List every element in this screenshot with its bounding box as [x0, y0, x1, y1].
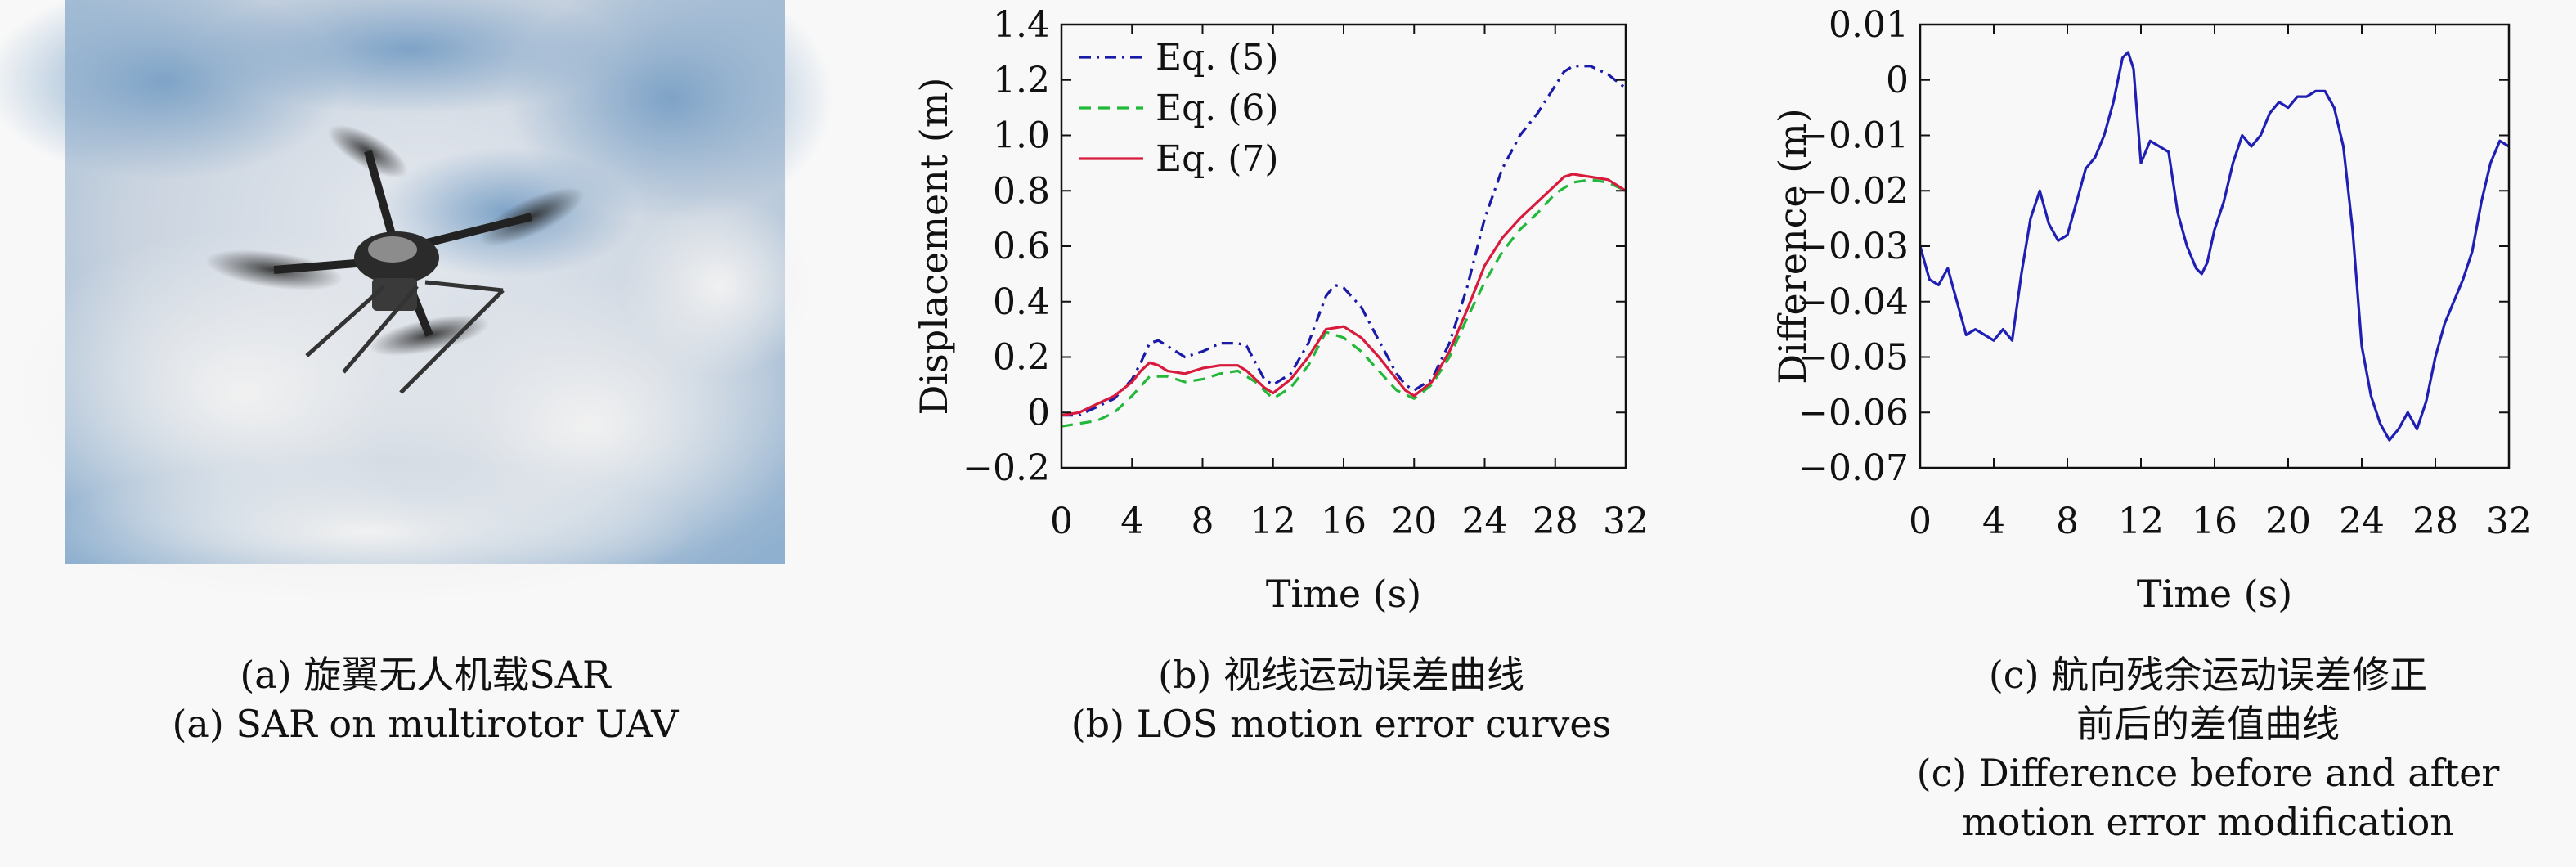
y-tick-label: 0.8: [993, 170, 1050, 212]
drone-icon: [204, 124, 585, 394]
x-tick-label: 20: [2265, 501, 2311, 542]
caption-b-en: (b) LOS motion error curves: [1070, 702, 1612, 746]
x-tick-label: 4: [1120, 501, 1143, 542]
uav-photo: [0, 0, 834, 605]
y-tick-label: 0.01: [1829, 4, 1909, 46]
y-tick-label: −0.03: [1798, 226, 1909, 267]
y-axis-title: Difference (m): [1770, 108, 1815, 384]
series-line-b-2: [1061, 173, 1626, 417]
y-tick-label: −0.02: [1798, 170, 1909, 212]
x-axis-title: Time (s): [1266, 572, 1421, 616]
x-tick-label: 0: [1050, 501, 1073, 542]
series-line-b-0: [1061, 65, 1626, 417]
y-axis-title: Displacement (m): [912, 78, 956, 416]
x-tick-label: 28: [2412, 501, 2458, 542]
x-tick-label: 32: [1603, 501, 1649, 542]
x-tick-label: 16: [2192, 501, 2237, 542]
x-tick-label: 24: [1462, 501, 1508, 542]
caption-a: (a) 旋翼无人机载SAR (a) SAR on multirotor UAV: [65, 650, 785, 748]
x-tick-label: 0: [1909, 501, 1932, 542]
y-tick-label: 0.4: [993, 281, 1050, 323]
caption-a-en: (a) SAR on multirotor UAV: [172, 702, 679, 746]
y-tick-label: −0.05: [1798, 337, 1909, 379]
caption-b: (b) 视线运动误差曲线 (b) LOS motion error curves: [957, 650, 1726, 748]
caption-b-cn: (b) 视线运动误差曲线: [1158, 653, 1524, 697]
x-tick-label: 12: [2118, 501, 2164, 542]
x-tick-label: 12: [1250, 501, 1296, 542]
x-tick-label: 20: [1391, 501, 1437, 542]
x-tick-label: 28: [1533, 501, 1578, 542]
series-line-c-0: [1920, 51, 2509, 442]
y-tick-label: 0: [1886, 60, 1909, 101]
x-axis-title: Time (s): [2137, 572, 2292, 616]
los-motion-error-chart: 0 4 8 12 16 20 24 28 32−0.200.20.40.60.81.01.21.…: [912, 4, 1649, 616]
x-tick-label: 8: [2056, 501, 2079, 542]
y-tick-label: 1.4: [993, 4, 1050, 46]
plot-frame-b: [1060, 23, 1627, 469]
caption-a-cn: (a) 旋翼无人机载SAR: [240, 653, 611, 697]
caption-c-cn-1: (c) 航向残余运动误差修正: [1988, 653, 2428, 697]
y-tick-label: −0.06: [1798, 392, 1909, 434]
x-tick-label: 16: [1321, 501, 1367, 542]
y-tick-label: 0.6: [993, 226, 1050, 267]
y-tick-label: 0.2: [993, 337, 1050, 379]
plot-frame-c: [1919, 23, 2511, 469]
caption-c-en-2: motion error modification: [1962, 800, 2454, 844]
x-tick-label: 32: [2486, 501, 2532, 542]
caption-c-cn-2: 前后的差值曲线: [2076, 702, 2340, 746]
y-tick-label: 1.2: [993, 60, 1050, 101]
x-tick-label: 24: [2339, 501, 2385, 542]
legend-label: Eq. (6): [1156, 88, 1279, 129]
y-tick-label: −0.07: [1798, 447, 1909, 489]
difference-chart: 0 4 8 12 16 20 24 28 32 −0.07 −0.06 −0.05 −0.04 −0.03…: [1770, 4, 2532, 616]
legend-label: Eq. (5): [1156, 37, 1279, 79]
legend-label: Eq. (7): [1156, 138, 1279, 180]
y-tick-label: −0.04: [1798, 281, 1909, 323]
caption-c-en-1: (c) Difference before and after: [1916, 751, 2500, 795]
x-tick-label: 8: [1192, 501, 1214, 542]
y-tick-label: 1.0: [993, 115, 1050, 157]
y-tick-label: 0: [1027, 392, 1050, 434]
y-tick-label: −0.01: [1798, 115, 1909, 157]
caption-c: (c) 航向残余运动误差修正 前后的差值曲线 (c) Difference be…: [1856, 650, 2560, 847]
x-tick-label: 4: [1982, 501, 2005, 542]
y-tick-label: −0.2: [963, 447, 1050, 489]
series-line-b-1: [1061, 178, 1626, 428]
